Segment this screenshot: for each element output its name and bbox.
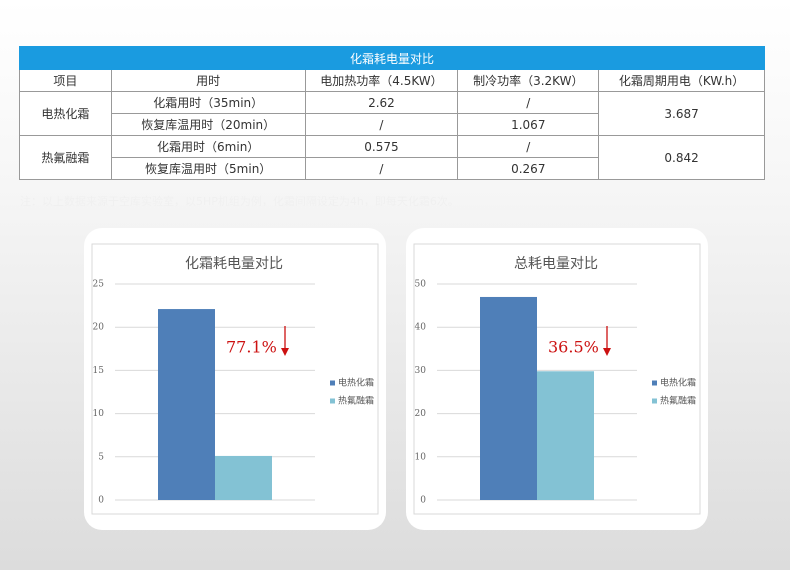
chart-frame bbox=[91, 243, 379, 515]
table-title: 化霜耗电量对比 bbox=[19, 46, 765, 70]
bar bbox=[215, 455, 272, 500]
header-cell: 项目 bbox=[19, 69, 112, 92]
y-tick-label: 30 bbox=[415, 366, 427, 376]
y-tick-label: 10 bbox=[93, 409, 105, 419]
group-total: 3.687 bbox=[598, 91, 765, 136]
header-cell: 制冷功率（3.2KW） bbox=[457, 69, 600, 92]
y-tick-label: 5 bbox=[98, 452, 104, 462]
cell: 化霜用时（6min） bbox=[110, 135, 306, 158]
legend-swatch bbox=[652, 380, 657, 386]
legend-label: 热氟融霜 bbox=[660, 395, 696, 407]
cell: 2.62 bbox=[304, 91, 459, 114]
group-name: 热氟融霜 bbox=[19, 135, 112, 180]
cell: 恢复库温用时（5min） bbox=[110, 157, 306, 180]
header-cell: 电加热功率（4.5KW） bbox=[304, 69, 459, 92]
legend-swatch bbox=[330, 380, 335, 386]
chart-title: 化霜耗电量对比 bbox=[185, 256, 283, 272]
cell: / bbox=[457, 135, 600, 158]
table: 化霜耗电量对比 项目 用时 电加热功率（4.5KW） 制冷功率（3.2KW） 化… bbox=[19, 46, 765, 180]
cell: 1.067 bbox=[457, 113, 600, 136]
note: 注：以上数据来源于空库实验室，以5HP机组为例，化霜间隔设定为4h，即每天化霜6… bbox=[20, 195, 459, 208]
y-tick-label: 20 bbox=[93, 323, 105, 333]
cell: / bbox=[457, 91, 600, 114]
cell: / bbox=[304, 157, 459, 180]
cell: 恢复库温用时（20min） bbox=[110, 113, 306, 136]
y-tick-label: 25 bbox=[93, 280, 105, 290]
legend-swatch bbox=[330, 398, 335, 404]
bar bbox=[537, 371, 594, 500]
cell: 0.575 bbox=[304, 135, 459, 158]
header-cell: 用时 bbox=[110, 69, 306, 92]
bar bbox=[158, 309, 215, 500]
annotation: 77.1% bbox=[226, 338, 277, 357]
legend-label: 电热化霜 bbox=[660, 377, 696, 389]
annotation: 36.5% bbox=[548, 338, 599, 357]
y-tick-label: 40 bbox=[415, 323, 427, 333]
annotation-arrowhead bbox=[603, 348, 611, 356]
y-tick-label: 50 bbox=[415, 280, 427, 290]
group-total: 0.842 bbox=[598, 135, 765, 180]
y-tick-label: 0 bbox=[98, 496, 104, 506]
legend-label: 热氟融霜 bbox=[338, 395, 374, 407]
y-tick-label: 15 bbox=[93, 366, 105, 376]
annotation-arrowhead bbox=[281, 348, 289, 356]
cell: 0.267 bbox=[457, 157, 600, 180]
y-tick-label: 10 bbox=[415, 452, 427, 462]
legend-label: 电热化霜 bbox=[338, 377, 374, 389]
legend-swatch bbox=[652, 398, 657, 404]
cell: / bbox=[304, 113, 459, 136]
header-cell: 化霜周期用电（KW.h） bbox=[598, 69, 765, 92]
chart-title: 总耗电量对比 bbox=[514, 256, 598, 272]
chart-frame bbox=[413, 243, 701, 515]
y-tick-label: 20 bbox=[415, 409, 427, 419]
bar bbox=[480, 296, 537, 500]
group-name: 电热化霜 bbox=[19, 91, 112, 136]
cell: 化霜用时（35min） bbox=[110, 91, 306, 114]
y-tick-label: 0 bbox=[420, 496, 426, 506]
